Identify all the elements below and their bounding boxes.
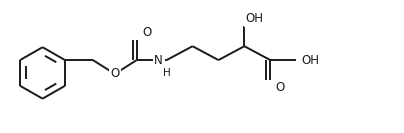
Text: H: H bbox=[163, 68, 170, 78]
Text: O: O bbox=[276, 81, 285, 94]
Text: N: N bbox=[154, 54, 163, 67]
Text: OH: OH bbox=[301, 54, 319, 67]
Text: O: O bbox=[110, 67, 120, 80]
Text: OH: OH bbox=[245, 12, 263, 25]
Text: O: O bbox=[142, 26, 152, 39]
